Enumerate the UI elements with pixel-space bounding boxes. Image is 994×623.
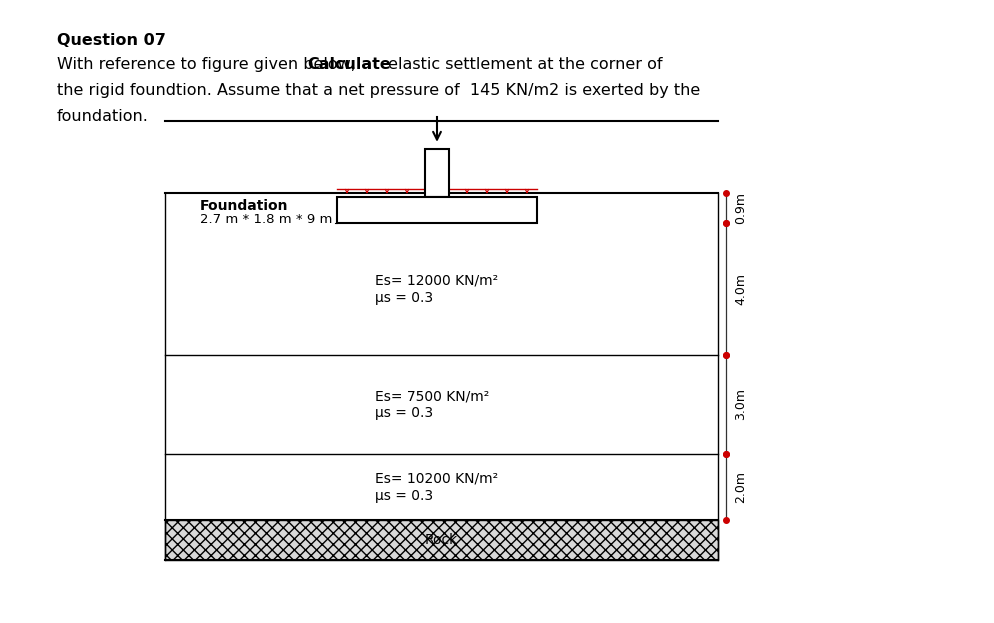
Text: the rigid foundtion. Assume that a net pressure of  145 KN/m2 is exerted by the: the rigid foundtion. Assume that a net p… <box>57 83 700 98</box>
Text: Calculate: Calculate <box>307 57 391 72</box>
Text: Es= 10200 KN/m²: Es= 10200 KN/m² <box>375 472 498 486</box>
Text: With reference to figure given below,: With reference to figure given below, <box>57 57 361 72</box>
Text: 4.0m: 4.0m <box>734 273 746 305</box>
Bar <box>165 520 718 559</box>
Text: Es= 7500 KN/m²: Es= 7500 KN/m² <box>375 389 489 403</box>
Text: μs = 0.3: μs = 0.3 <box>375 406 432 420</box>
Text: Question 07: Question 07 <box>57 33 166 48</box>
Text: 0.9m: 0.9m <box>734 192 746 224</box>
Text: elastic settlement at the corner of: elastic settlement at the corner of <box>383 57 662 72</box>
Text: μs = 0.3: μs = 0.3 <box>375 291 432 305</box>
Text: foundation.: foundation. <box>57 109 149 124</box>
Text: 2.7 m * 1.8 m * 9 m: 2.7 m * 1.8 m * 9 m <box>200 212 332 226</box>
Text: Foundation: Foundation <box>200 199 288 212</box>
Bar <box>424 149 448 197</box>
Text: 3.0m: 3.0m <box>734 388 746 420</box>
Bar <box>337 197 537 222</box>
Text: μs = 0.3: μs = 0.3 <box>375 488 432 503</box>
Text: 2.0m: 2.0m <box>734 471 746 503</box>
Text: Rock: Rock <box>424 533 457 547</box>
Text: Es= 12000 KN/m²: Es= 12000 KN/m² <box>375 273 498 288</box>
